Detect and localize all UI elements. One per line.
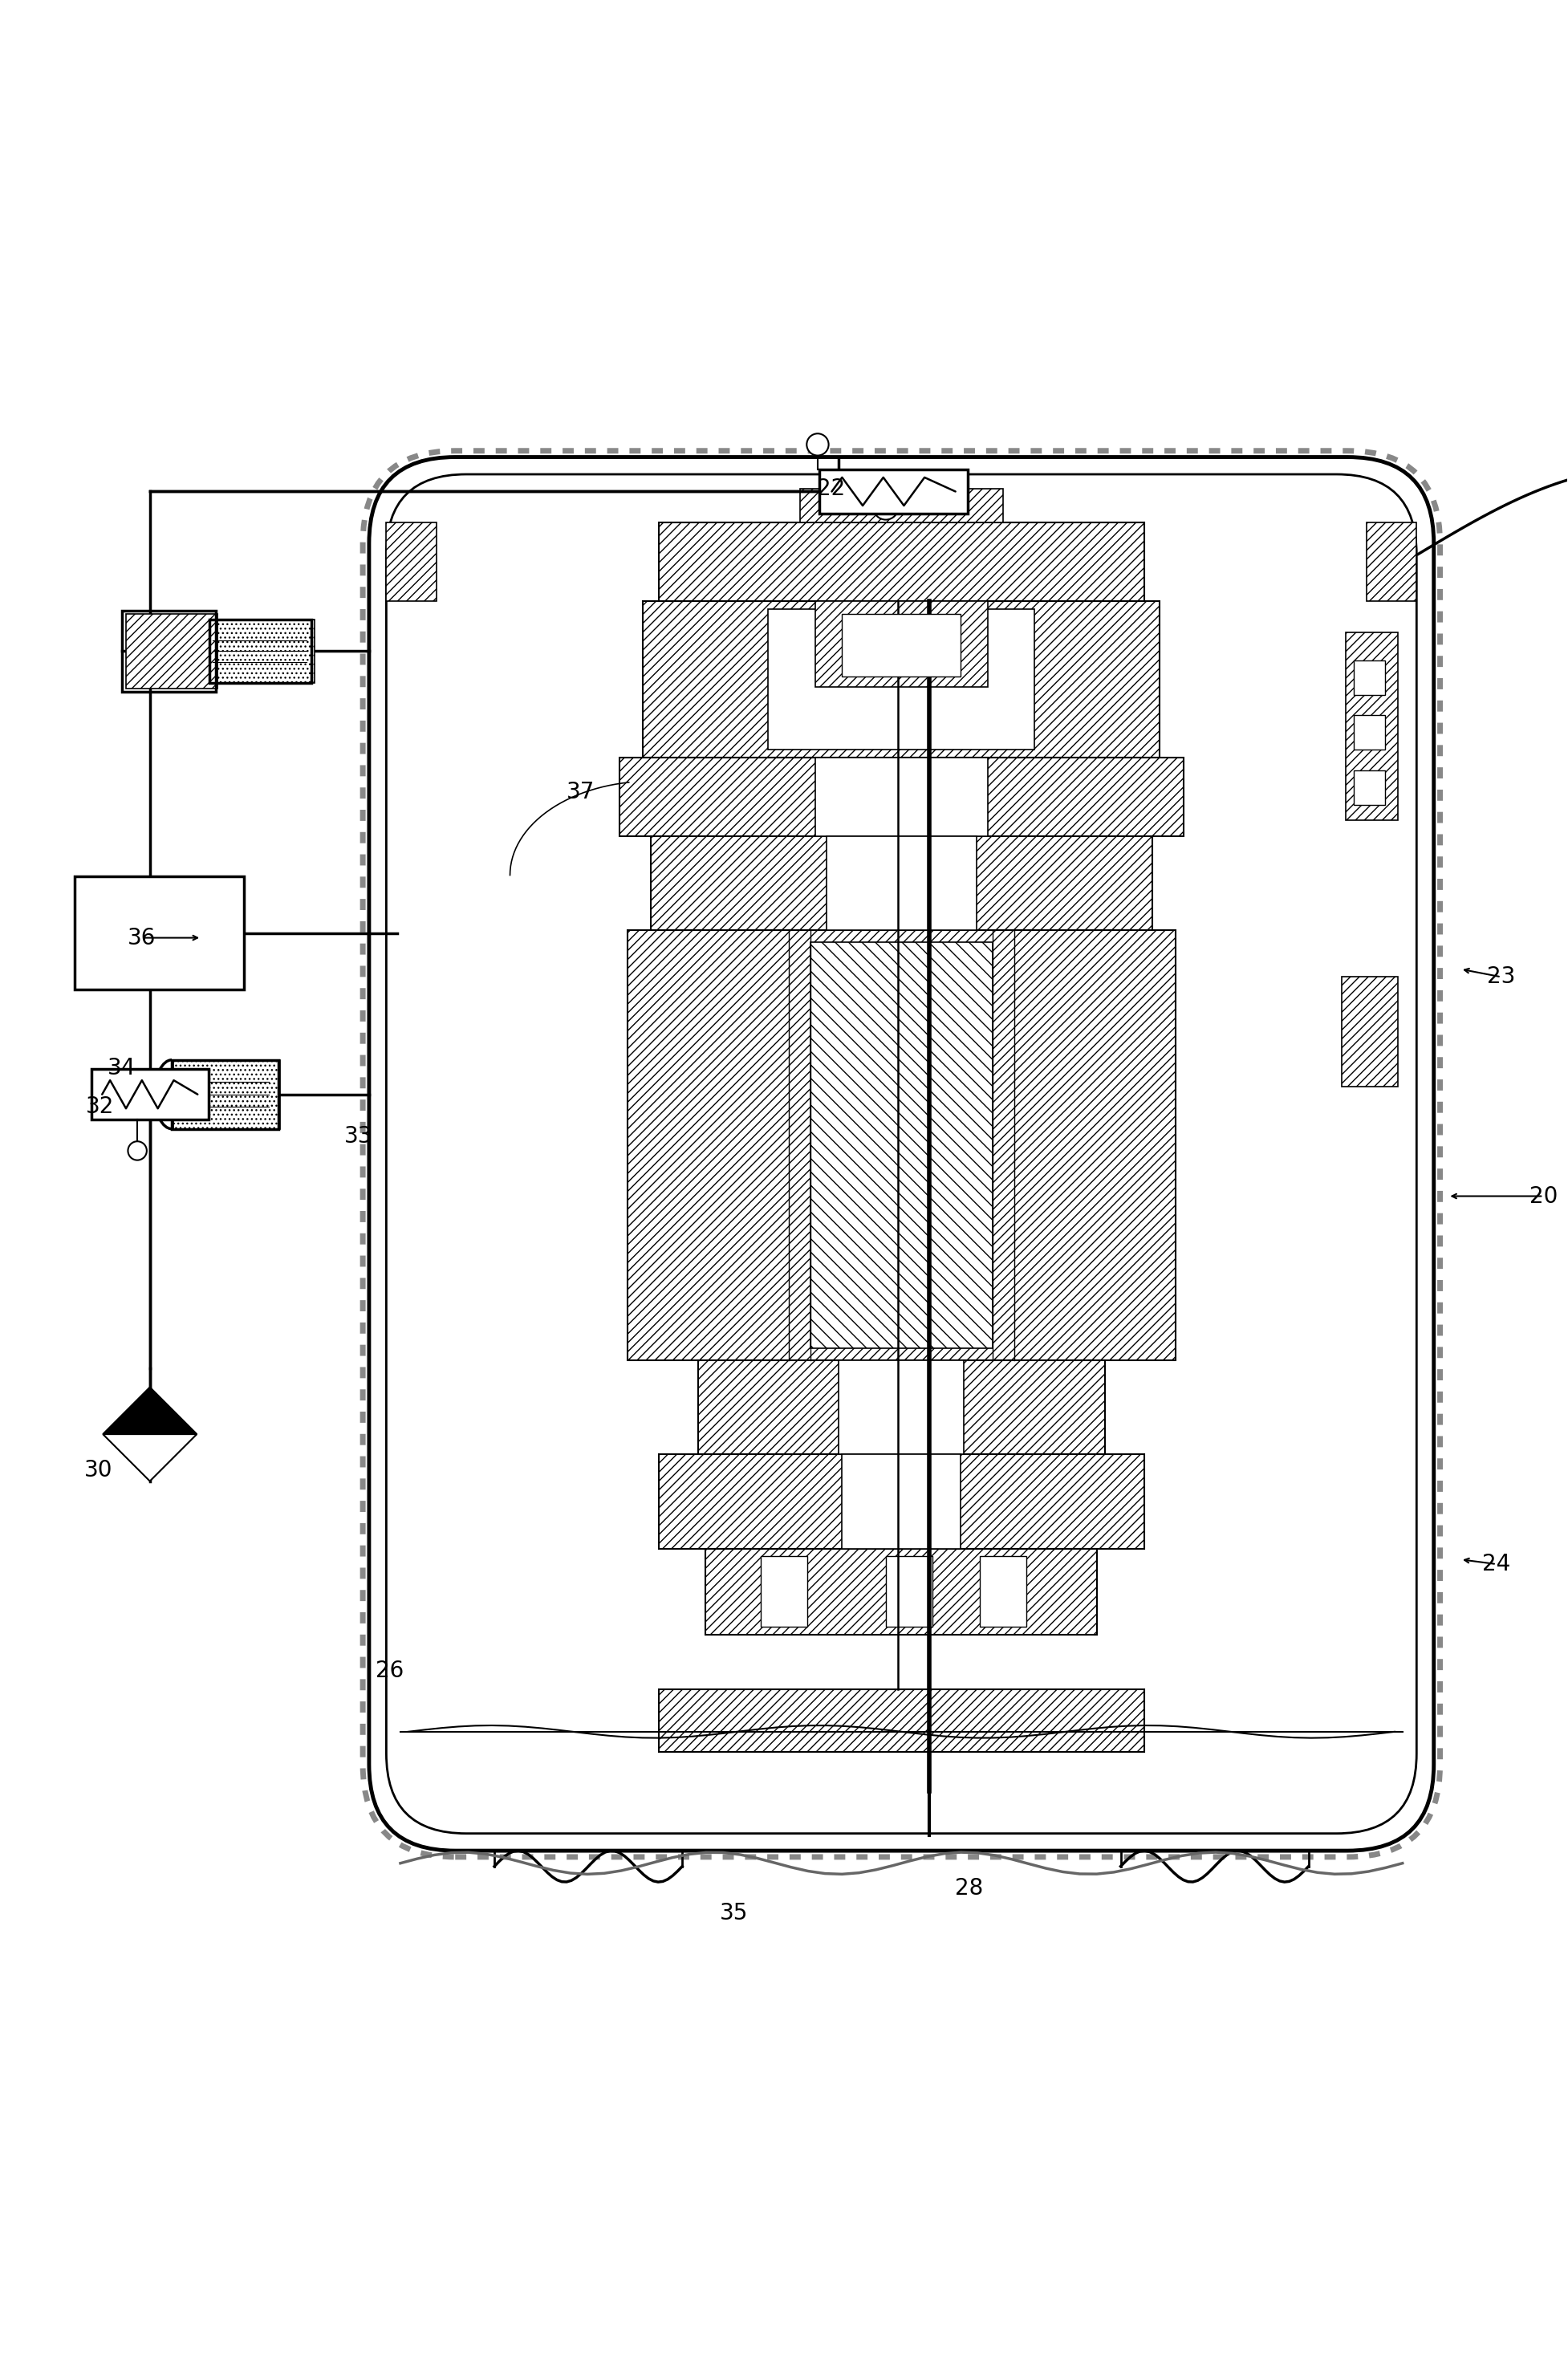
Circle shape: [873, 496, 898, 519]
Bar: [213, 621, 314, 682]
Bar: [1353, 770, 1385, 805]
Bar: [839, 1360, 964, 1454]
Bar: [659, 522, 1145, 602]
Bar: [815, 758, 988, 836]
Bar: [760, 1556, 808, 1627]
Bar: [1341, 977, 1397, 1086]
Polygon shape: [103, 1388, 198, 1433]
Bar: [886, 1556, 933, 1627]
FancyBboxPatch shape: [368, 458, 1433, 1851]
Bar: [768, 609, 1035, 751]
Bar: [122, 611, 216, 692]
Bar: [1353, 715, 1385, 751]
Text: 35: 35: [720, 1903, 748, 1924]
Bar: [619, 758, 1184, 836]
Circle shape: [806, 434, 828, 456]
Bar: [659, 1454, 1145, 1549]
Bar: [627, 930, 1176, 1360]
Text: 30: 30: [85, 1459, 113, 1480]
Bar: [210, 621, 310, 682]
Bar: [698, 1360, 1105, 1454]
Text: 23: 23: [1486, 966, 1515, 989]
Bar: [1345, 633, 1397, 819]
Bar: [706, 1549, 1098, 1634]
Bar: [826, 836, 977, 930]
Bar: [75, 876, 243, 989]
Text: 22: 22: [817, 477, 845, 501]
Bar: [91, 1070, 209, 1119]
Polygon shape: [103, 1433, 198, 1480]
Bar: [1366, 522, 1416, 602]
Text: 34: 34: [108, 1055, 136, 1079]
Bar: [842, 614, 961, 675]
Bar: [815, 602, 988, 687]
Bar: [811, 942, 993, 1348]
Bar: [174, 1060, 279, 1129]
Text: 28: 28: [955, 1877, 983, 1901]
Text: 33: 33: [343, 1126, 372, 1147]
Text: 24: 24: [1482, 1554, 1510, 1575]
Text: 37: 37: [566, 781, 594, 803]
Bar: [842, 1454, 961, 1549]
Text: 36: 36: [129, 926, 157, 949]
Bar: [127, 614, 218, 689]
Bar: [980, 1556, 1027, 1627]
Bar: [651, 836, 1152, 930]
Bar: [818, 470, 967, 512]
Text: 32: 32: [86, 1096, 114, 1119]
FancyBboxPatch shape: [386, 475, 1416, 1834]
Bar: [386, 522, 436, 602]
Text: 20: 20: [1529, 1185, 1557, 1206]
Bar: [172, 1060, 278, 1129]
Bar: [659, 1690, 1145, 1752]
Bar: [800, 489, 1004, 522]
Bar: [1353, 661, 1385, 694]
Bar: [643, 602, 1160, 758]
Circle shape: [129, 1140, 147, 1159]
Text: 26: 26: [375, 1660, 403, 1681]
